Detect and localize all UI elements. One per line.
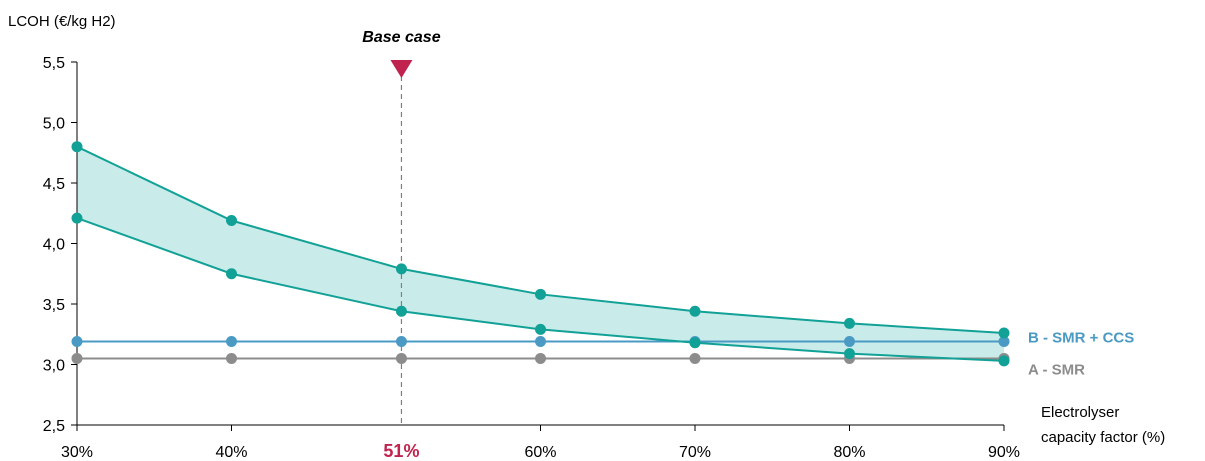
data-point-1: [535, 352, 546, 364]
x-tick-label: 30%: [61, 444, 93, 461]
y-tick-label: 3,0: [43, 358, 65, 375]
range-band: [77, 146, 1004, 361]
data-point-3: [998, 355, 1010, 367]
data-point-1: [689, 352, 701, 364]
data-point-3: [689, 337, 701, 349]
data-point-1: [71, 352, 83, 364]
x-tick-label: 90%: [988, 444, 1020, 461]
x-tick-label: 70%: [679, 444, 711, 461]
data-point-2: [535, 288, 546, 300]
data-point-2: [395, 263, 407, 275]
series-label-smr: A - SMR: [1028, 361, 1085, 378]
x-axis-title-line2: capacity factor (%): [1041, 429, 1165, 446]
label-layer: LCOH (€/kg H2) Electrolyser capacity facto…: [8, 13, 1165, 446]
data-point-2: [226, 215, 237, 227]
x-axis-title-line1: Electrolyser: [1041, 404, 1119, 421]
data-point-3: [71, 212, 83, 224]
data-point-1: [226, 352, 237, 364]
data-point-2: [689, 305, 701, 317]
data-point-3: [226, 268, 237, 280]
x-tick-label: 40%: [215, 444, 247, 461]
data-point-2: [998, 327, 1010, 339]
data-point-0: [844, 336, 855, 348]
x-tick-label: 80%: [833, 444, 865, 461]
point-layer: [71, 141, 1010, 367]
y-tick-label: 3,5: [43, 297, 65, 314]
data-point-3: [535, 323, 546, 335]
data-point-0: [395, 336, 407, 348]
series-label-smr-ccs: B - SMR + CCS: [1028, 330, 1134, 347]
axis-layer: 2,5 3,0 3,5 4,0 4,5 5,0 5,5 30% 40% 51% 60% 70% 80% 9…: [43, 55, 1020, 461]
x-tick-label: 60%: [524, 444, 556, 461]
y-tick-label: 5,0: [43, 116, 65, 133]
y-tick-label: 4,0: [43, 237, 65, 254]
y-tick-label: 4,5: [43, 176, 65, 193]
y-tick-label: 5,5: [43, 55, 65, 72]
x-tick-label-base-case: 51%: [383, 441, 419, 461]
band-layer: [77, 146, 1004, 361]
data-point-1: [395, 352, 407, 364]
y-axis-title: LCOH (€/kg H2): [8, 13, 116, 30]
base-case-label: Base case: [362, 29, 440, 46]
data-point-3: [395, 305, 407, 317]
data-point-3: [844, 348, 855, 360]
base-case-triangle-icon: [390, 60, 413, 78]
data-point-0: [998, 336, 1010, 348]
y-tick-label: 2,5: [43, 418, 65, 435]
data-point-0: [71, 336, 83, 348]
data-point-0: [535, 336, 546, 348]
data-point-2: [844, 317, 855, 329]
data-point-0: [226, 336, 237, 348]
data-point-2: [71, 141, 83, 153]
